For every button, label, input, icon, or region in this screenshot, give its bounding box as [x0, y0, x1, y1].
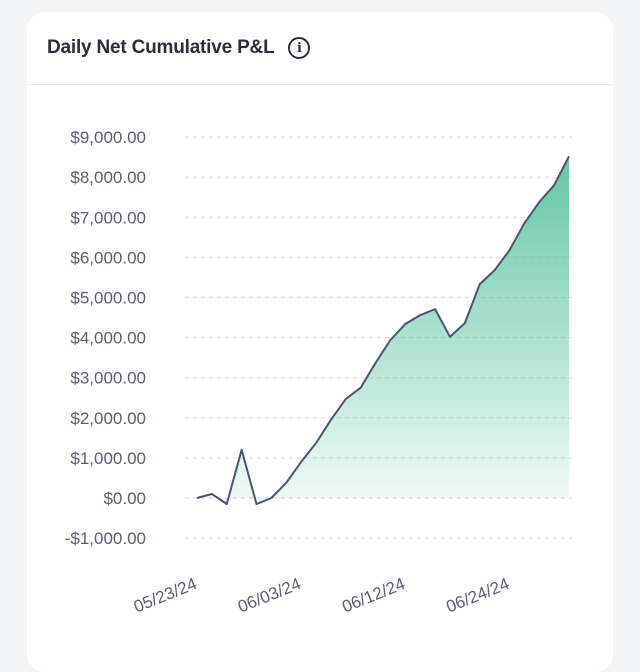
y-tick-label: $1,000.00: [70, 449, 146, 468]
y-tick-label: $8,000.00: [70, 168, 146, 187]
y-tick-label: $5,000.00: [70, 289, 146, 308]
area-fill: [197, 156, 569, 505]
x-tick-label: 05/23/24: [131, 574, 199, 616]
chart-title: Daily Net Cumulative P&L: [47, 37, 275, 58]
x-tick-label: 06/12/24: [339, 574, 407, 616]
y-tick-label: $4,000.00: [70, 329, 146, 348]
y-tick-label: $7,000.00: [70, 208, 146, 227]
x-tick-label: 06/03/24: [235, 574, 303, 616]
y-tick-label: -$1,000.00: [65, 529, 146, 548]
y-tick-label: $3,000.00: [70, 369, 146, 388]
x-tick-label: 06/24/24: [443, 574, 511, 616]
info-circle-icon[interactable]: i: [288, 37, 311, 59]
pnl-line: [196, 155, 570, 506]
y-tick-label: $9,000.00: [70, 128, 146, 147]
y-tick-label: $2,000.00: [70, 409, 146, 428]
card-header: Daily Net Cumulative P&L i: [27, 12, 613, 85]
y-tick-label: $0.00: [103, 489, 146, 508]
y-tick-label: $6,000.00: [70, 248, 146, 267]
